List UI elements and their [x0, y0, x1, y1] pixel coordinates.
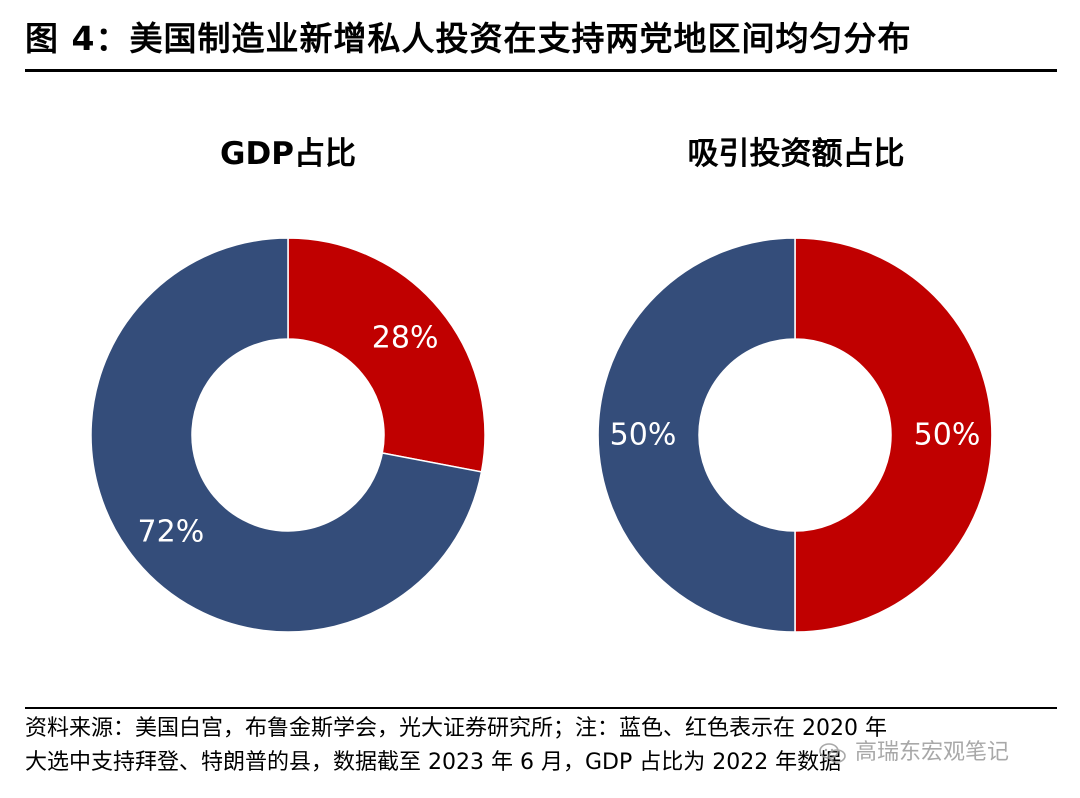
source-line-2: 大选中支持拜登、特朗普的县，数据截至 2023 年 6 月，GDP 占比为 20… [25, 750, 842, 775]
donut-slice [287, 237, 486, 473]
donut-chart-investment-share: 50% 50% [597, 237, 993, 633]
watermark: 高瑞东宏观笔记 [818, 734, 1009, 766]
chart-title-gdp-share: GDP占比 [220, 136, 356, 172]
source-divider [25, 707, 1057, 709]
slice-label: 50% [610, 418, 677, 453]
title-divider [25, 69, 1057, 72]
donut-slice [597, 237, 796, 633]
donut-slice [794, 237, 993, 633]
slice-label: 28% [372, 321, 439, 356]
figure-title: 图 4：美国制造业新增私人投资在支持两党地区间均匀分布 [25, 19, 912, 58]
donut-chart-gdp-share: 28% 72% [90, 237, 486, 633]
source-note: 资料来源：美国白宫，布鲁金斯学会，光大证券研究所；注：蓝色、红色表示在 2020… [25, 712, 1065, 780]
chart-title-investment-share: 吸引投资额占比 [687, 136, 905, 172]
watermark-text: 高瑞东宏观笔记 [855, 740, 1010, 765]
slice-label: 50% [914, 418, 981, 453]
source-line-1: 资料来源：美国白宫，布鲁金斯学会，光大证券研究所；注：蓝色、红色表示在 2020… [25, 716, 887, 741]
donut-slice [90, 237, 483, 633]
wechat-icon [819, 743, 846, 763]
slice-label: 72% [138, 514, 205, 549]
